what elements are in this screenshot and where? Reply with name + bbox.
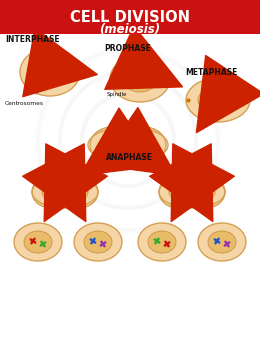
Ellipse shape	[148, 231, 176, 253]
Text: (meiosis): (meiosis)	[99, 23, 161, 36]
Ellipse shape	[90, 127, 134, 163]
Ellipse shape	[122, 130, 134, 160]
Ellipse shape	[60, 176, 98, 208]
Ellipse shape	[74, 223, 122, 261]
Ellipse shape	[70, 184, 88, 200]
Text: PROPHASE: PROPHASE	[104, 44, 151, 53]
Ellipse shape	[187, 179, 197, 205]
Text: METAPHASE: METAPHASE	[185, 68, 237, 77]
Ellipse shape	[198, 223, 246, 261]
Ellipse shape	[20, 48, 80, 96]
Ellipse shape	[208, 231, 236, 253]
Ellipse shape	[186, 78, 250, 122]
Ellipse shape	[60, 179, 70, 205]
Ellipse shape	[198, 87, 238, 113]
Ellipse shape	[24, 231, 52, 253]
Ellipse shape	[133, 136, 155, 154]
Ellipse shape	[169, 184, 187, 200]
Ellipse shape	[187, 176, 225, 208]
Ellipse shape	[32, 176, 70, 208]
Ellipse shape	[197, 184, 215, 200]
FancyBboxPatch shape	[0, 0, 260, 34]
Ellipse shape	[122, 127, 166, 163]
Ellipse shape	[84, 231, 112, 253]
Text: Centrosomes: Centrosomes	[5, 101, 44, 106]
Text: Spindle: Spindle	[107, 92, 127, 97]
Ellipse shape	[110, 56, 170, 102]
Ellipse shape	[123, 66, 157, 92]
Text: INTERPHASE: INTERPHASE	[5, 35, 60, 44]
Ellipse shape	[138, 223, 186, 261]
Ellipse shape	[159, 176, 197, 208]
Text: ANAPHASE: ANAPHASE	[106, 153, 153, 162]
Ellipse shape	[42, 184, 60, 200]
Ellipse shape	[101, 136, 123, 154]
Ellipse shape	[14, 223, 62, 261]
Text: CELL DIVISION: CELL DIVISION	[70, 9, 190, 25]
Ellipse shape	[33, 59, 67, 85]
